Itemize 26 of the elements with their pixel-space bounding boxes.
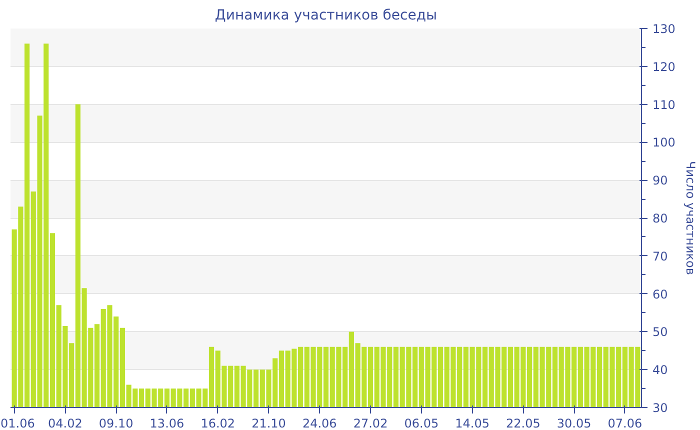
y-tick-label: 50 [652,325,668,340]
x-tick-label: 21.10 [252,416,286,430]
x-tick-label: 14.05 [455,416,490,430]
x-tick-label: 06.05 [404,416,439,430]
x-tick-label: 24.06 [302,416,337,430]
y-tick-label: 110 [652,98,676,112]
y-tick-label: 120 [652,60,676,74]
x-tick-label: 22.05 [506,416,540,430]
x-tick-label: 04.02 [48,416,82,430]
y-tick-label: 40 [652,363,668,378]
y-tick-label: 90 [652,174,668,188]
y-tick-label: 30 [652,401,668,415]
y-axis-title: Число участников [683,161,698,275]
x-tick-label: 16.02 [200,416,236,430]
x-tick-label: 13.06 [150,416,184,430]
y-tick-label: 70 [652,249,668,264]
y-tick-label: 60 [652,287,668,302]
x-tick-label: 09.10 [98,416,134,430]
x-tick-label: 01.06 [0,416,35,430]
x-tick-label: 30.05 [556,416,592,430]
y-tick-label: 80 [652,212,668,226]
chart-title: Динамика участников беседы [214,8,438,24]
y-tick-label: 100 [652,136,676,150]
x-tick-label: 27.02 [353,416,388,430]
y-tick-label: 130 [652,22,676,36]
x-tick-label: 07.06 [608,416,642,430]
